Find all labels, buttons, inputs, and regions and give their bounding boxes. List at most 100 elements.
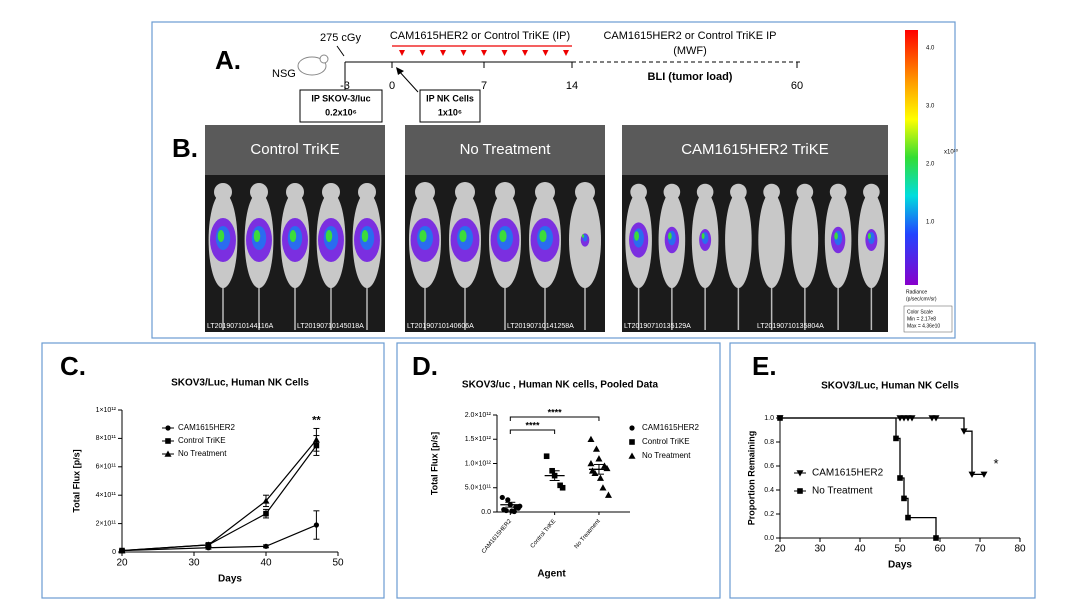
colorbar-unit-label: Radiance (906, 289, 927, 295)
data-point (980, 471, 988, 478)
mouse-head (495, 182, 515, 202)
legend-marker (797, 488, 803, 494)
image-id: LT20190710144116A (207, 323, 274, 330)
legend-marker (796, 470, 804, 477)
mouse-head (730, 183, 747, 201)
data-point (908, 415, 916, 422)
legend-marker (165, 425, 171, 431)
data-point (604, 491, 612, 498)
x-tick-label: 40 (854, 544, 866, 555)
bli-image-top (405, 125, 605, 175)
legend-label: Control TriKE (642, 437, 690, 446)
colorbar-tick: 2.0 (926, 162, 935, 168)
dose-marker (460, 50, 467, 56)
injection-dose: 1x10⁶ (438, 107, 462, 117)
x-tick-label: 60 (934, 544, 946, 555)
annotation: **** (548, 407, 563, 417)
x-axis-title: Days (218, 574, 242, 585)
mouse (758, 192, 785, 288)
mouse-head (322, 183, 340, 201)
panel-label: A. (215, 45, 241, 75)
dose-label: 275 cGy (320, 32, 361, 44)
series-line (121, 439, 317, 552)
significance-bracket (509, 429, 556, 434)
timeline-day: 60 (791, 80, 803, 92)
panel-title: Control TriKE (250, 141, 339, 158)
mouse-head (696, 183, 714, 201)
legend-marker (628, 452, 636, 459)
mouse-head (214, 183, 232, 201)
y-tick-label: 0.0 (481, 509, 491, 516)
chart-title: SKOV3/Luc, Human NK Cells (821, 381, 959, 392)
mouse (725, 192, 752, 288)
bli-image-top (205, 125, 385, 175)
injection-dose: 0.2x10⁶ (325, 107, 357, 117)
data-point (777, 415, 783, 421)
x-axis-title: Days (888, 560, 912, 571)
signal (217, 230, 225, 242)
panel-c-frame (41, 342, 385, 599)
mouse-icon (297, 56, 327, 76)
continued-schedule: (MWF) (673, 45, 707, 57)
x-tick-label: Control TriKE (530, 518, 558, 549)
mouse-head (863, 183, 880, 201)
chart-title: SKOV3/uc , Human NK cells, Pooled Data (462, 380, 659, 391)
series-line (121, 524, 317, 552)
signal (289, 230, 297, 242)
x-tick-label: 40 (260, 558, 272, 569)
colorbar (905, 30, 918, 285)
x-tick-label: 70 (974, 544, 986, 555)
mouse-head (250, 183, 268, 201)
data-point (204, 541, 212, 548)
y-tick-label: 4×10¹¹ (96, 492, 117, 499)
data-point (595, 455, 603, 462)
chart-title: SKOV3/Luc, Human NK Cells (171, 378, 309, 389)
strain-label: NSG (272, 68, 296, 80)
data-point (596, 474, 604, 481)
image-id: LT20190710135129A (624, 323, 691, 330)
timeline-day: -3 (340, 80, 350, 92)
mouse-head (455, 182, 475, 202)
y-tick-label: 2×10¹¹ (96, 520, 117, 527)
data-point (312, 436, 320, 443)
data-point (968, 471, 976, 478)
injection-title: IP SKOV-3/luc (311, 93, 370, 103)
panel-title: CAM1615HER2 TriKE (681, 141, 829, 158)
treatment-label: CAM1615HER2 or Control TriKE (IP) (390, 30, 570, 42)
image-id: LT20190710145018A (297, 323, 364, 330)
signal (668, 232, 672, 240)
mouse-head (829, 183, 847, 201)
survival-curve (780, 417, 937, 538)
mouse (791, 192, 819, 288)
x-tick-label: 80 (1014, 544, 1026, 555)
legend-label: No Treatment (178, 449, 227, 458)
panel-e-frame (729, 342, 1036, 599)
scale-max: Max = 4.36e10 (907, 323, 940, 329)
x-tick-label: 20 (774, 544, 786, 555)
dose-marker (440, 50, 446, 56)
dose-marker (563, 50, 569, 56)
mouse-head (535, 182, 555, 202)
y-axis-title: Proportion Remaining (746, 431, 756, 526)
y-tick-label: 1×10¹² (96, 407, 117, 414)
legend-label: CAM1615HER2 (178, 423, 235, 432)
scale-min: Min = 2.17e8 (907, 316, 936, 322)
signal (701, 233, 705, 239)
arrowhead (396, 67, 404, 75)
data-point (503, 507, 509, 514)
data-point (587, 460, 595, 467)
readout-label: BLI (tumor load) (648, 71, 733, 83)
image-id: LT20190710141258A (507, 323, 574, 330)
colorbar-tick: 1.0 (926, 220, 935, 226)
signal (834, 232, 838, 240)
data-point (933, 535, 939, 541)
legend-marker (164, 450, 172, 457)
x-tick-label: 20 (116, 558, 128, 569)
data-point (263, 510, 269, 517)
panel-label: E. (752, 351, 777, 381)
mouse-head (796, 183, 814, 201)
data-point (263, 543, 269, 549)
data-point (118, 547, 126, 554)
